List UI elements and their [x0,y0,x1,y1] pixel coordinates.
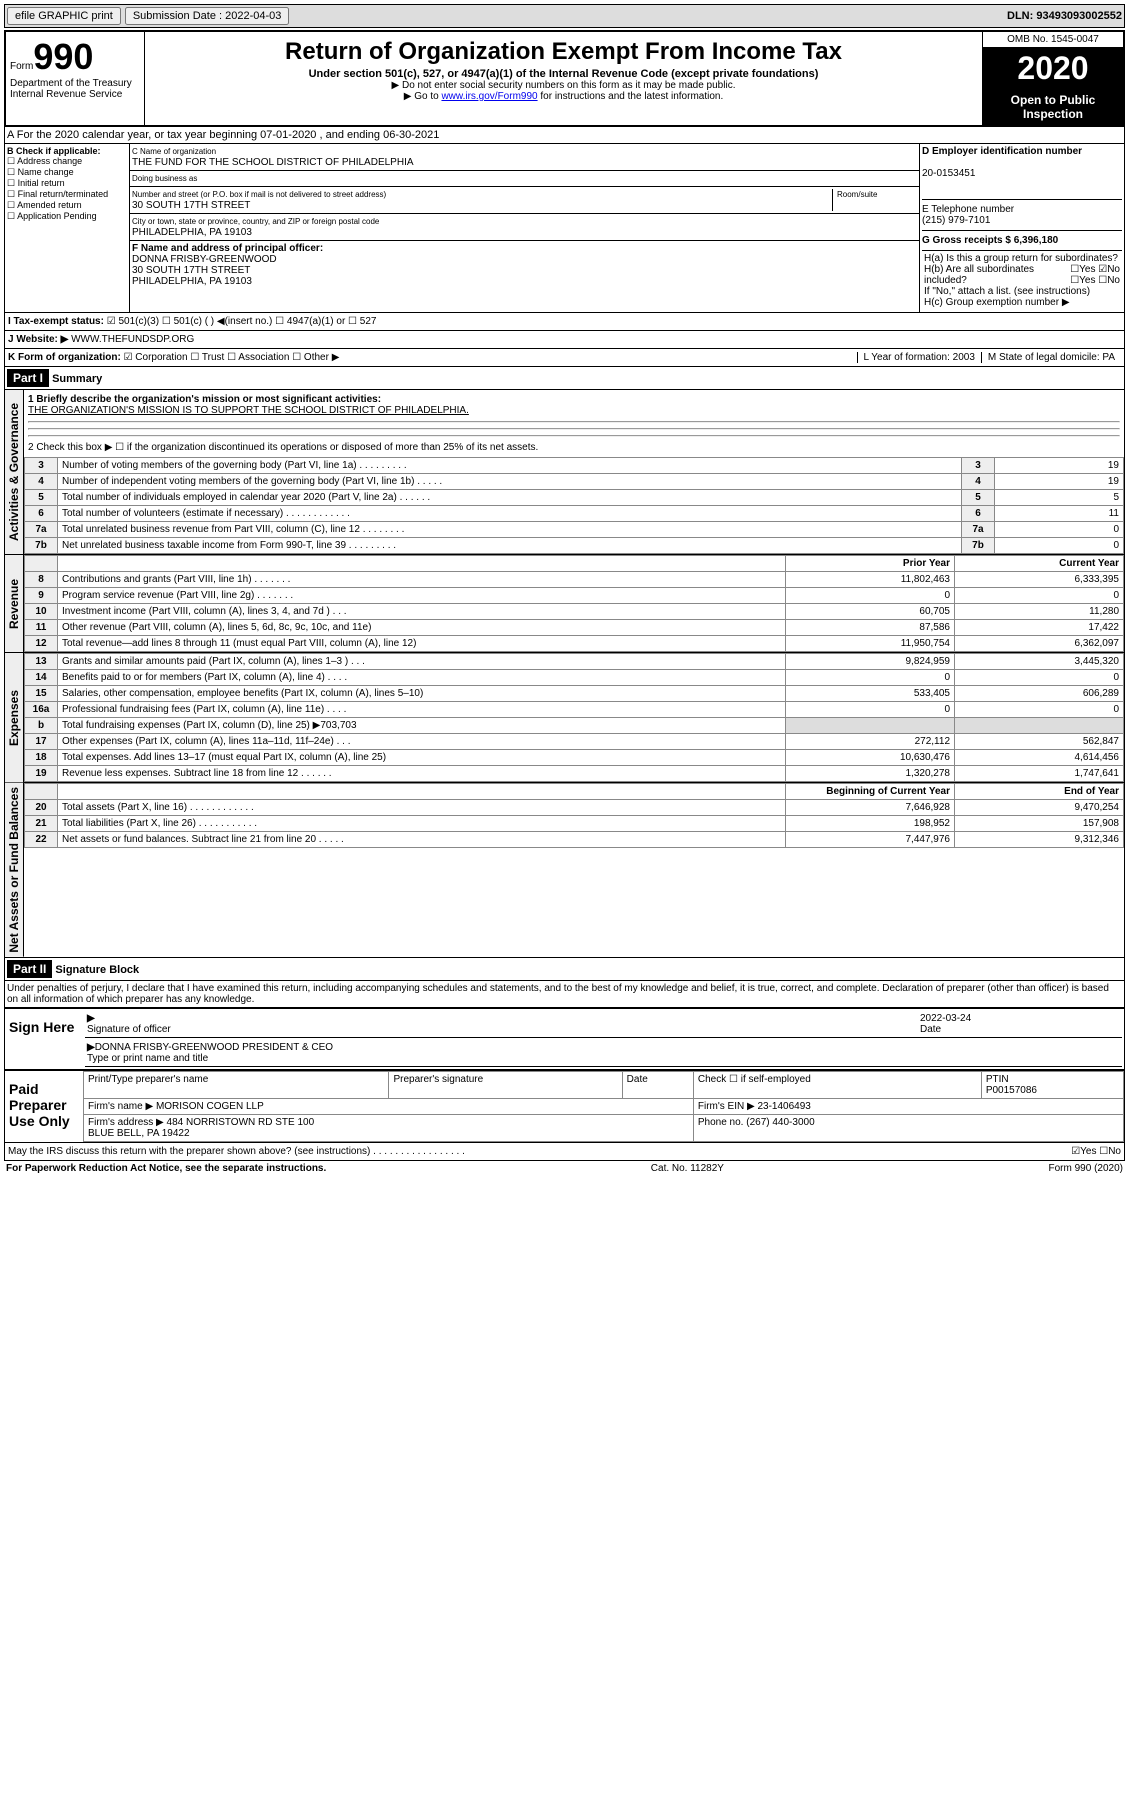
vlabel-revenue: Revenue [5,555,24,652]
perjury-statement: Under penalties of perjury, I declare th… [4,981,1125,1008]
mission-statement: THE ORGANIZATION'S MISSION IS TO SUPPORT… [28,405,469,416]
discuss-answer: ☑Yes ☐No [1071,1146,1121,1157]
m-state: M State of legal domicile: PA [981,352,1121,363]
part2-title: Signature Block [55,964,139,976]
form-label: Form [10,61,33,72]
form-header: Form990 Department of the Treasury Inter… [4,30,1125,127]
b-header: B Check if applicable: [7,146,127,156]
l2-checkbox-line: 2 Check this box ▶ ☐ if the organization… [28,442,1120,453]
prep-sig-label: Preparer's signature [389,1071,622,1098]
revenue-table: Prior YearCurrent Year8Contributions and… [24,555,1124,652]
section-b-c-d: B Check if applicable: ☐ Address change … [4,144,1125,313]
hb-note: If "No," attach a list. (see instruction… [924,286,1090,297]
d-label: D Employer identification number [922,146,1082,157]
ha-label: H(a) Is this a group return for subordin… [924,253,1118,264]
dept-label: Department of the Treasury Internal Reve… [10,78,140,100]
c-name-label: C Name of organization [132,147,216,156]
firm-ein-label: Firm's EIN ▶ [698,1101,755,1112]
hb-label: H(b) Are all subordinates included? [924,264,1034,286]
l1-label: 1 Briefly describe the organization's mi… [28,394,381,405]
submission-date-button[interactable]: Submission Date : 2022-04-03 [125,7,290,25]
form-title: Return of Organization Exempt From Incom… [149,38,978,66]
note-no-ssn: ▶ Do not enter social security numbers o… [149,80,978,91]
hb-answer: ☐Yes ☐No [1070,275,1120,286]
prep-date-label: Date [622,1071,693,1098]
firm-name-label: Firm's name ▶ [88,1101,153,1112]
ptin: P00157086 [986,1085,1037,1096]
phone: (267) 440-3000 [746,1117,814,1128]
cat-no: Cat. No. 11282Y [651,1163,724,1174]
prep-name-label: Print/Type preparer's name [84,1071,389,1098]
self-emp-check: Check ☐ if self-employed [693,1071,981,1098]
website: WWW.THEFUNDSDP.ORG [71,334,194,345]
part1-header: Part I [7,369,49,387]
net-assets-table: Beginning of Current YearEnd of Year20To… [24,783,1124,848]
b-item: ☐ Final return/terminated [7,189,127,200]
officer-name-label: Type or print name and title [87,1053,208,1064]
sign-here-label: Sign Here [5,1009,83,1069]
efile-print-button[interactable]: efile GRAPHIC print [7,7,121,25]
form-subtitle: Under section 501(c), 527, or 4947(a)(1)… [149,68,978,80]
vlabel-expenses: Expenses [5,653,24,782]
discuss-question: May the IRS discuss this return with the… [8,1146,1071,1157]
street-address: 30 SOUTH 17TH STREET [132,200,250,211]
firm-addr-label: Firm's address ▶ [88,1117,164,1128]
paperwork-notice: For Paperwork Reduction Act Notice, see … [6,1163,326,1174]
org-name: THE FUND FOR THE SCHOOL DISTRICT OF PHIL… [132,157,414,168]
i-label: I Tax-exempt status: [8,316,104,327]
expenses-table: 13Grants and similar amounts paid (Part … [24,653,1124,782]
form-of-org: ☑ Corporation ☐ Trust ☐ Association ☐ Ot… [124,352,340,363]
j-label: J Website: ▶ [8,334,68,345]
city-label: City or town, state or province, country… [132,217,379,226]
omb-number: OMB No. 1545-0047 [983,32,1123,48]
l-year: L Year of formation: 2003 [857,352,981,363]
governance-table: 3Number of voting members of the governi… [24,457,1124,554]
form-version: Form 990 (2020) [1049,1163,1123,1174]
telephone: (215) 979-7101 [922,215,990,226]
hc-label: H(c) Group exemption number ▶ [924,297,1070,308]
firm-ein: 23-1406493 [757,1101,810,1112]
room-label: Room/suite [837,190,877,199]
b-item: ☐ Initial return [7,178,127,189]
ptin-label: PTIN [986,1074,1009,1085]
b-item: ☐ Name change [7,167,127,178]
line-a: A For the 2020 calendar year, or tax yea… [4,127,1125,144]
e-label: E Telephone number [922,204,1014,215]
form-number: 990 [33,36,93,77]
ein: 20-0153451 [922,168,975,179]
part2-header: Part II [7,960,52,978]
note-goto-b: for instructions and the latest informat… [538,91,724,102]
top-bar: efile GRAPHIC print Submission Date : 20… [4,4,1125,28]
g-gross-receipts: G Gross receipts $ 6,396,180 [922,235,1058,246]
f-label: F Name and address of principal officer: [132,243,323,254]
vlabel-net: Net Assets or Fund Balances [5,783,24,957]
officer-name: DONNA FRISBY-GREENWOOD PRESIDENT & CEO [95,1042,333,1053]
sig-date-label: Date [920,1024,941,1035]
vlabel-governance: Activities & Governance [5,390,24,554]
tax-exempt-status: ☑ 501(c)(3) ☐ 501(c) ( ) ◀(insert no.) ☐… [107,316,377,327]
tax-year: 2020 [983,48,1123,89]
b-item: ☐ Amended return [7,200,127,211]
k-label: K Form of organization: [8,352,121,363]
b-item: ☐ Address change [7,156,127,167]
open-inspection: Open to Public Inspection [983,89,1123,125]
principal-officer: DONNA FRISBY-GREENWOOD 30 SOUTH 17TH STR… [132,254,277,287]
phone-label: Phone no. [698,1117,744,1128]
dba-label: Doing business as [132,174,197,183]
irs-link[interactable]: www.irs.gov/Form990 [441,91,537,102]
paid-preparer-label: Paid Preparer Use Only [5,1071,83,1142]
sig-date: 2022-03-24 [920,1013,971,1024]
ha-answer: ☐Yes ☑No [1070,264,1120,275]
sig-officer-label: Signature of officer [87,1024,171,1035]
addr-label: Number and street (or P.O. box if mail i… [132,190,386,199]
firm-name: MORISON COGEN LLP [156,1101,264,1112]
city-state-zip: PHILADELPHIA, PA 19103 [132,227,252,238]
note-goto-a: ▶ Go to [404,91,442,102]
b-item: ☐ Application Pending [7,211,127,222]
dln: DLN: 93493093002552 [1007,10,1122,22]
part1-title: Summary [52,373,102,385]
